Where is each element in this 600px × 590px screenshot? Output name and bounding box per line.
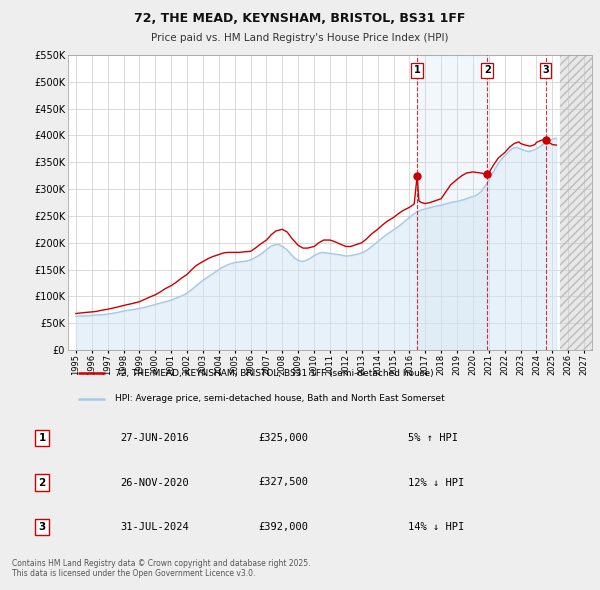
Bar <box>560 55 592 350</box>
Bar <box>560 55 592 350</box>
Text: 26-NOV-2020: 26-NOV-2020 <box>120 477 189 487</box>
Text: 12% ↓ HPI: 12% ↓ HPI <box>408 477 464 487</box>
Text: 72, THE MEAD, KEYNSHAM, BRISTOL, BS31 1FF (semi-detached house): 72, THE MEAD, KEYNSHAM, BRISTOL, BS31 1F… <box>115 369 434 378</box>
Text: 5% ↑ HPI: 5% ↑ HPI <box>408 433 458 443</box>
Text: 31-JUL-2024: 31-JUL-2024 <box>120 522 189 532</box>
Text: 2: 2 <box>484 65 491 76</box>
Text: 14% ↓ HPI: 14% ↓ HPI <box>408 522 464 532</box>
Text: £327,500: £327,500 <box>258 477 308 487</box>
Text: £325,000: £325,000 <box>258 433 308 443</box>
Text: 3: 3 <box>542 65 549 76</box>
Text: 27-JUN-2016: 27-JUN-2016 <box>120 433 189 443</box>
Text: HPI: Average price, semi-detached house, Bath and North East Somerset: HPI: Average price, semi-detached house,… <box>115 394 445 403</box>
Text: Contains HM Land Registry data © Crown copyright and database right 2025.
This d: Contains HM Land Registry data © Crown c… <box>12 559 311 578</box>
Text: £392,000: £392,000 <box>258 522 308 532</box>
Text: 1: 1 <box>414 65 421 76</box>
Bar <box>417 55 487 350</box>
Text: 72, THE MEAD, KEYNSHAM, BRISTOL, BS31 1FF: 72, THE MEAD, KEYNSHAM, BRISTOL, BS31 1F… <box>134 11 466 25</box>
Text: Price paid vs. HM Land Registry's House Price Index (HPI): Price paid vs. HM Land Registry's House … <box>151 33 449 43</box>
Text: 1: 1 <box>38 433 46 443</box>
Text: 3: 3 <box>38 522 46 532</box>
Text: 2: 2 <box>38 477 46 487</box>
